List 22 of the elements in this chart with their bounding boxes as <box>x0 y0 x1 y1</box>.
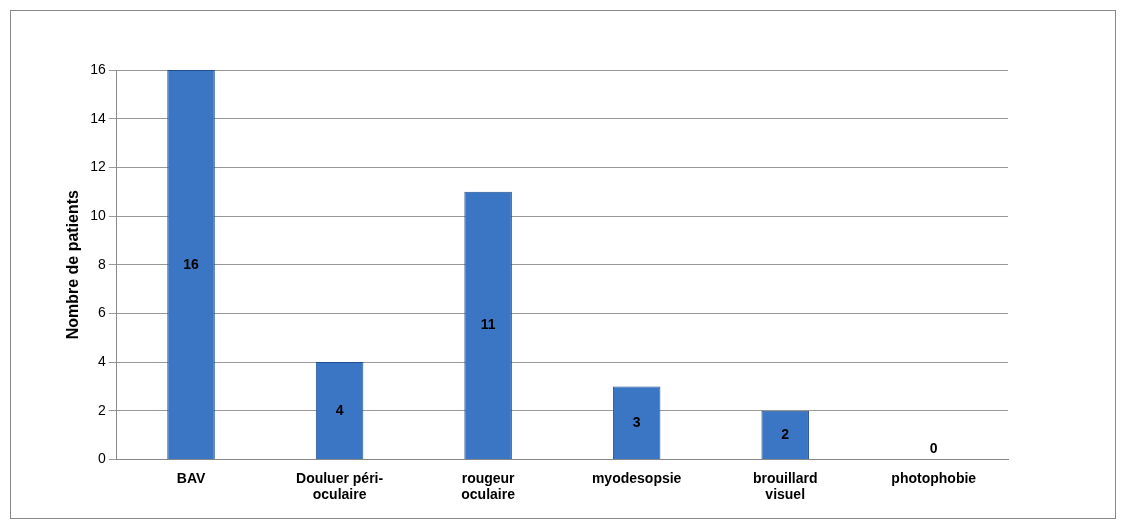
y-tick-label: 0 <box>97 450 106 467</box>
y-tick-label: 16 <box>90 60 106 77</box>
y-tick-label: 12 <box>90 158 106 175</box>
data-label: 0 <box>929 440 938 457</box>
data-label: 4 <box>335 401 344 418</box>
y-tick-label: 4 <box>97 352 106 369</box>
data-label: 2 <box>781 425 790 442</box>
y-tick-label: 8 <box>97 255 106 272</box>
y-tick-label: 2 <box>97 401 106 418</box>
data-label: 11 <box>480 316 496 333</box>
x-tick-label: brouillard visuel <box>752 469 818 503</box>
y-tick-label: 10 <box>90 206 106 223</box>
x-tick-label: myodesopsie <box>591 469 682 486</box>
y-tick-label: 14 <box>90 109 106 126</box>
y-tick-label: 6 <box>97 304 106 321</box>
x-tick-label: Douluer péri-oculaire <box>296 469 384 503</box>
data-label: 16 <box>183 255 200 272</box>
x-tick-label: BAV <box>176 469 206 486</box>
y-axis-title: Nombre de patients <box>64 189 82 340</box>
data-label: 3 <box>632 413 641 430</box>
x-tick-label: photophobie <box>891 469 977 486</box>
x-tick-label: rougeur oculaire <box>461 469 516 503</box>
